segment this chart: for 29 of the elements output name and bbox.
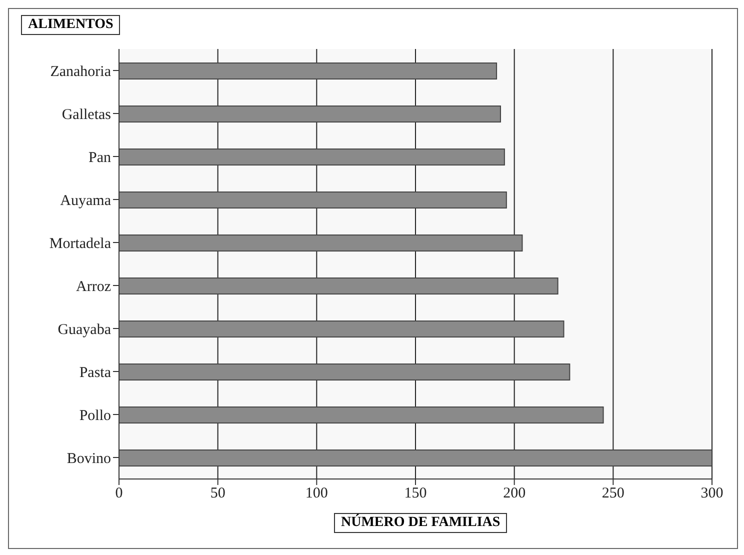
x-tick-label: 300 (700, 486, 724, 502)
y-axis-title: ALIMENTOS (21, 15, 120, 35)
bar (119, 450, 712, 466)
x-tick-label: 200 (503, 486, 526, 502)
x-tick-label: 150 (404, 486, 427, 502)
bar (119, 62, 498, 80)
bar (119, 234, 523, 252)
y-tick-label: Mortadela (49, 236, 112, 252)
x-tick-label: 250 (602, 486, 624, 502)
y-tick-label: Bovino (66, 450, 111, 467)
bar (119, 148, 505, 166)
bar (119, 406, 604, 424)
bar (119, 364, 570, 380)
x-tick-label: 50 (210, 486, 226, 502)
x-tick-label: 0 (115, 486, 123, 502)
y-tick-label: Pasta (79, 364, 112, 381)
x-axis-title: NÚMERO DE FAMILIAS (334, 513, 508, 533)
y-tick-label: Guayaba (58, 322, 112, 338)
y-tick-label: Auyama (60, 192, 112, 209)
y-tick-label: Pollo (79, 408, 111, 424)
y-tick-label: Zanahoria (50, 64, 112, 80)
y-tick-label: Galletas (62, 106, 112, 123)
bar (119, 192, 507, 208)
bar (119, 278, 558, 294)
bar (119, 106, 501, 122)
y-tick-label: Arroz (76, 278, 112, 295)
x-tick-label: 100 (305, 486, 328, 502)
y-tick-label: Pan (88, 150, 112, 166)
bar (119, 320, 564, 338)
